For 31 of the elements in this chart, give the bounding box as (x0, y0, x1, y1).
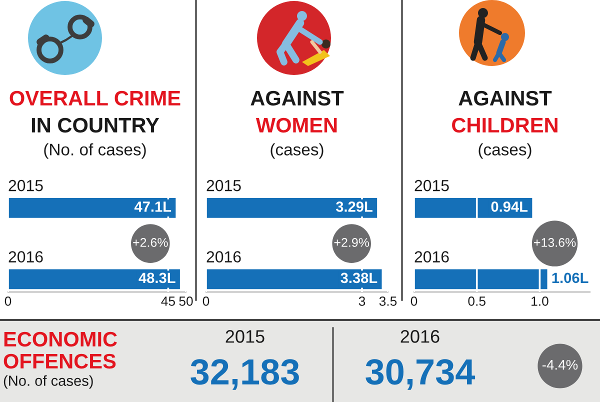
x-tick-label: 0 (202, 296, 210, 306)
x-tick-label: 1.0 (532, 296, 548, 306)
x-tick-label: 0.5 (468, 296, 486, 306)
chart-subtitle: (cases) (478, 143, 532, 159)
x-tick-label: 3.5 (379, 296, 397, 306)
chart-subtitle: (cases) (270, 143, 324, 159)
chart-subtitle: (No. of cases) (44, 143, 146, 159)
text: (No. of cases) (4, 375, 93, 389)
data-label: 47.1L (134, 202, 172, 212)
x-tick-label: 0 (410, 296, 418, 306)
x-tick-label: 0 (4, 296, 12, 306)
chart-title: OVERALL CRIME IN COUNTRY (10, 90, 180, 133)
annotation: +13.6% (534, 238, 576, 247)
category-label: 2016 (400, 330, 440, 343)
data-label: 48.3L (138, 272, 176, 284)
annotation: +2.6% (133, 238, 168, 247)
data-label: 0.94L (491, 202, 528, 212)
chart-title: AGAINST WOMEN (250, 90, 344, 133)
annotation: +2.9% (334, 238, 370, 247)
x-tick-label: 50 (179, 296, 193, 306)
data-label: 3.38L (340, 272, 378, 284)
data-label: 3.29L (336, 202, 372, 212)
text: ECONOMIC OFFENCES (4, 332, 118, 369)
x-tick-label: 3 (358, 296, 366, 306)
text: -4.4% (542, 360, 578, 370)
x-tick-label: 45 (161, 296, 175, 306)
data-label: 32,183 (190, 359, 299, 390)
category-label: 2015 (226, 330, 264, 343)
chart-title: AGAINST CHILDREN (452, 90, 558, 133)
data-label: 1.06L (552, 272, 588, 284)
data-label: 30,734 (366, 359, 476, 390)
